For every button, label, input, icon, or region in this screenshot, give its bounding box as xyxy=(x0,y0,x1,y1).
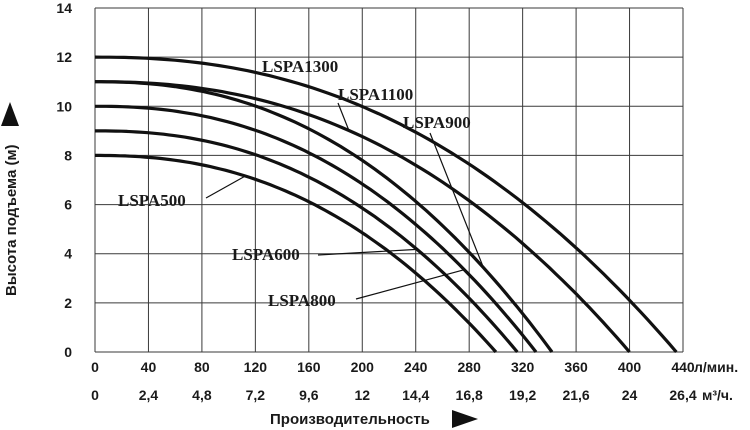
x2-tick-label: 9,6 xyxy=(299,387,319,403)
x2-tick-label: 0 xyxy=(91,387,99,403)
x2-tick-label: 24 xyxy=(622,387,638,403)
y-tick-label: 2 xyxy=(64,295,72,311)
y-tick-label: 6 xyxy=(64,197,72,213)
label-leaders xyxy=(205,102,485,300)
curves xyxy=(94,55,678,354)
series-label-lspa1300: LSPA1300 xyxy=(262,57,338,76)
series-label-lspa900: LSPA900 xyxy=(403,113,471,132)
y-tick-label: 12 xyxy=(56,49,72,65)
y-tick-label: 8 xyxy=(64,147,72,163)
curve-lspa600 xyxy=(95,129,519,354)
x-tick-label: 40 xyxy=(141,359,157,375)
x2-tick-label: 2,4 xyxy=(139,387,159,403)
y-tick-label: 10 xyxy=(56,98,72,114)
y-tick-label: 0 xyxy=(64,344,72,360)
x2-tick-label: 21,6 xyxy=(562,387,589,403)
leader-lspa900 xyxy=(429,132,485,268)
x-tick-label: 120 xyxy=(244,359,268,375)
leader-lspa800 xyxy=(355,269,465,300)
x2-tick-label: 14,4 xyxy=(402,387,429,403)
x-axis-title: Производительность xyxy=(270,411,430,428)
leader-lspa600 xyxy=(317,248,418,256)
y-tick-label: 4 xyxy=(64,246,72,262)
curve-lspa1100 xyxy=(95,80,631,354)
x-tick-label: 240 xyxy=(404,359,428,375)
y-tick-label: 14 xyxy=(56,0,72,16)
x-tick-label: 280 xyxy=(458,359,482,375)
leader-lspa500 xyxy=(205,175,246,199)
series-label-lspa800: LSPA800 xyxy=(268,291,336,310)
series-label-lspa500: LSPA500 xyxy=(118,191,186,210)
series-label-lspa600: LSPA600 xyxy=(232,245,300,264)
x2-tick-label: 12 xyxy=(354,387,370,403)
curve-lspa1300 xyxy=(94,55,678,354)
curve-lspa500 xyxy=(95,153,498,354)
leader-lspa1100 xyxy=(337,102,350,131)
series-labels: LSPA500 LSPA600 LSPA800 LSPA900 LSPA1100LSPA… xyxy=(118,57,471,310)
x-tick-label: 400 xyxy=(618,359,642,375)
y-axis-arrow-icon xyxy=(1,102,19,126)
series-label-lspa1100: LSPA1100 xyxy=(338,85,413,104)
x-unit-label: л/мин. xyxy=(694,359,738,375)
x2-tick-label: 7,2 xyxy=(246,387,266,403)
x2-tick-label: 4,8 xyxy=(192,387,212,403)
x2-unit-label: м³/ч. xyxy=(702,387,733,403)
x-tick-label: 0 xyxy=(91,359,99,375)
x-axis-arrow-icon xyxy=(452,410,478,428)
x-tick-label: 160 xyxy=(297,359,321,375)
x-tick-label: 320 xyxy=(511,359,535,375)
y-axis-title: Высота подъема (м) xyxy=(3,144,20,296)
x-tick-label: 440 xyxy=(671,359,695,375)
x2-tick-label: 19,2 xyxy=(509,387,536,403)
x2-tick-label: 16,8 xyxy=(456,387,483,403)
x-tick-label: 80 xyxy=(194,359,210,375)
x-tick-label: 360 xyxy=(564,359,588,375)
curve-lspa800 xyxy=(95,104,538,353)
x-tick-label: 200 xyxy=(351,359,375,375)
x2-tick-label: 26,4 xyxy=(669,387,696,403)
